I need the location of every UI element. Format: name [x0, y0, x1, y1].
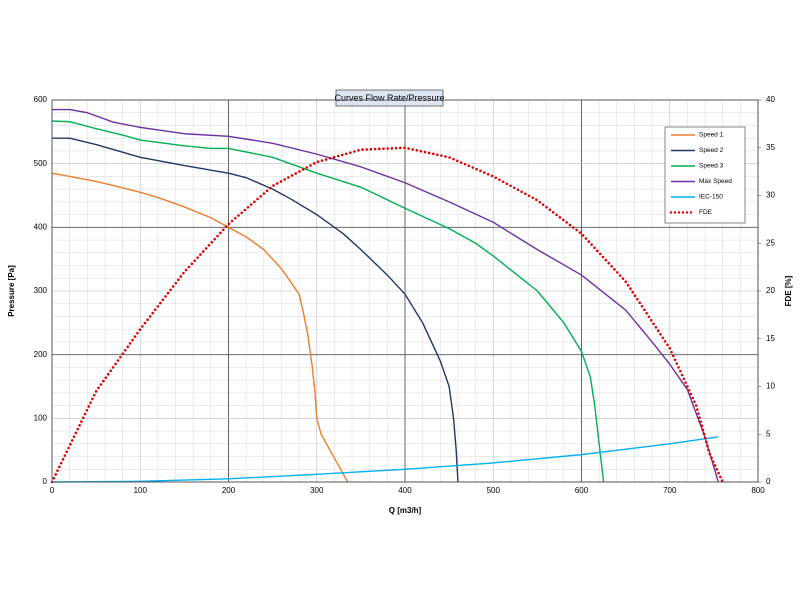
legend-label: Speed 2	[699, 147, 724, 154]
y-tick-label: 500	[34, 159, 48, 168]
legend-label: FDE	[699, 209, 713, 216]
series-line	[52, 108, 719, 483]
y2-tick-label: 30	[766, 191, 775, 200]
legend-label: Speed 3	[699, 163, 724, 170]
y2-tick-label: 35	[766, 143, 775, 152]
chart-title: Curves Flow Rate/Pressure	[334, 93, 444, 103]
y2-tick-label: 40	[766, 95, 775, 104]
legend: Speed 1 Speed 2 Speed 3 Max Speed IEC-150 FDE	[664, 126, 746, 224]
y2-tick-label: 0	[766, 477, 771, 486]
x-tick-label: 700	[663, 486, 677, 495]
x-tick-label: 300	[310, 486, 324, 495]
x-tick-label: 0	[50, 486, 55, 495]
y-tick-label: 600	[34, 95, 48, 104]
plot-border	[51, 99, 759, 483]
y-tick-label: 200	[34, 350, 48, 359]
x-tick-label: 800	[751, 486, 765, 495]
y-tick-label: 100	[34, 413, 48, 422]
y-tick-label: 300	[34, 286, 48, 295]
y2-tick-label: 25	[766, 238, 775, 247]
y2-tick-label: 5	[766, 429, 771, 438]
legend-box	[664, 126, 746, 224]
legend-label: IEC-150	[699, 194, 723, 201]
grid	[51, 99, 759, 483]
x-tick-label: 600	[575, 486, 589, 495]
x-tick-label: 500	[487, 486, 501, 495]
y-tick-label: 400	[34, 222, 48, 231]
plot-area	[50, 108, 724, 484]
legend-label: Max Speed	[699, 178, 732, 185]
y2-tick-label: 15	[766, 334, 775, 343]
y2-tick-label: 10	[766, 382, 775, 391]
series-line	[51, 436, 719, 483]
legend-label: Speed 1	[699, 132, 724, 139]
title-box	[335, 89, 444, 107]
series-line	[51, 120, 605, 483]
y2-axis-label: FDE [%]	[784, 275, 793, 306]
x-axis-label: Q [m3/h]	[389, 506, 422, 515]
y-tick-label: 0	[43, 477, 48, 486]
x-tick-label: 100	[134, 486, 148, 495]
x-tick-label: 200	[222, 486, 236, 495]
y-axis-label: Pressure [Pa]	[7, 265, 16, 317]
x-tick-label: 400	[398, 486, 412, 495]
y2-tick-label: 20	[766, 286, 775, 295]
series-line	[52, 137, 459, 483]
series-line	[51, 172, 349, 483]
